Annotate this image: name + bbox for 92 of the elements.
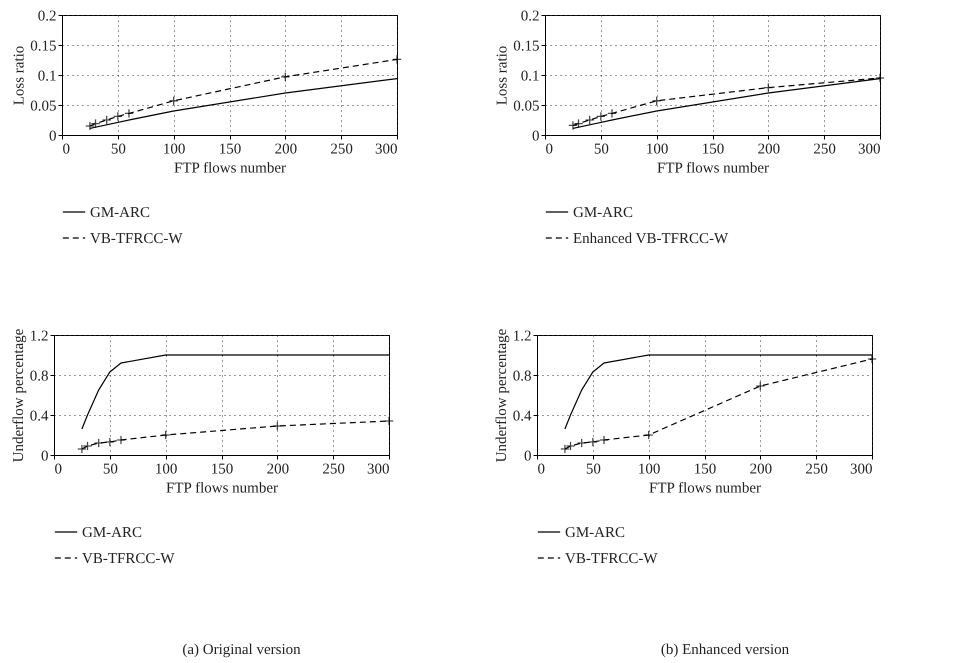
y-tick-label: 1.2 bbox=[512, 328, 532, 344]
point bbox=[102, 115, 112, 125]
point bbox=[280, 72, 290, 82]
x-axis-title: FTP flows number bbox=[649, 480, 761, 496]
y-axis-title: Loss ratio bbox=[494, 46, 510, 106]
point bbox=[566, 441, 576, 451]
point bbox=[77, 444, 87, 454]
x-tick-label: 250 bbox=[805, 462, 828, 478]
x-tick-label: 50 bbox=[102, 462, 118, 478]
x-tick-label: 300 bbox=[850, 462, 872, 478]
legend-label: GM-ARC bbox=[565, 525, 626, 541]
x-tick-label: 100 bbox=[646, 142, 668, 158]
y-tick-label: 0 bbox=[41, 448, 48, 464]
y-tick-label: 0.4 bbox=[512, 408, 532, 424]
x-tick-label: 50 bbox=[594, 142, 609, 158]
y-tick-label: 0.4 bbox=[30, 408, 49, 424]
x-tick-label: 300 bbox=[858, 142, 880, 158]
x-tick-label: 100 bbox=[638, 462, 660, 478]
legend-label: VB-TFRCC-W bbox=[90, 231, 184, 247]
y-tick-label: 0 bbox=[49, 128, 56, 144]
x-tick-label: 50 bbox=[110, 142, 126, 158]
point bbox=[113, 112, 123, 122]
x-tick-label: 250 bbox=[322, 462, 345, 478]
x-tick-label: 200 bbox=[266, 462, 290, 478]
y-axis-title: Loss ratio bbox=[11, 46, 28, 106]
x-tick-label: 150 bbox=[702, 142, 724, 158]
point bbox=[82, 441, 92, 451]
x-tick-label: 50 bbox=[586, 462, 601, 478]
point bbox=[116, 435, 126, 445]
text: (a) Original version bbox=[181, 642, 302, 659]
y-tick-label: 0 bbox=[524, 448, 532, 464]
point bbox=[875, 73, 885, 83]
point bbox=[599, 435, 609, 445]
x-axis-title: FTP flows number bbox=[657, 160, 769, 176]
y-tick-label: 0.2 bbox=[38, 8, 56, 24]
y-tick-label: 0.2 bbox=[520, 8, 540, 24]
x-tick-label: 0 bbox=[62, 142, 70, 158]
point bbox=[596, 112, 606, 122]
point bbox=[764, 82, 774, 92]
x-tick-label: 200 bbox=[274, 142, 298, 158]
point bbox=[574, 118, 584, 128]
y-tick-label: 0.15 bbox=[30, 38, 56, 54]
y-tick-label: 1.2 bbox=[30, 328, 48, 344]
y-tick-label: 0.05 bbox=[30, 98, 56, 114]
x-tick-label: 100 bbox=[162, 142, 186, 158]
y-axis-title: Underflow percentage bbox=[10, 328, 27, 462]
x-tick-label: 150 bbox=[694, 462, 716, 478]
x-tick-label: 250 bbox=[813, 142, 836, 158]
legend-label: VB-TFRCC-W bbox=[82, 551, 176, 567]
point bbox=[756, 381, 766, 391]
point bbox=[160, 430, 170, 440]
x-tick-label: 150 bbox=[218, 142, 242, 158]
point bbox=[272, 421, 282, 431]
point bbox=[105, 437, 115, 447]
text: (b) Enhanced version bbox=[660, 642, 790, 659]
legend-label: Enhanced VB-TFRCC-W bbox=[573, 231, 729, 247]
point bbox=[652, 96, 662, 106]
x-tick-label: 200 bbox=[758, 142, 780, 158]
point bbox=[90, 118, 100, 128]
point bbox=[94, 438, 104, 448]
point bbox=[867, 354, 877, 364]
y-tick-label: 0.05 bbox=[513, 98, 540, 114]
point bbox=[644, 430, 654, 440]
legend-label: GM-ARC bbox=[90, 205, 150, 221]
point bbox=[576, 438, 586, 448]
y-tick-label: 0.15 bbox=[513, 38, 540, 54]
point bbox=[588, 437, 598, 447]
point bbox=[168, 96, 178, 106]
x-tick-label: 250 bbox=[330, 142, 353, 158]
y-tick-label: 0.8 bbox=[30, 368, 48, 384]
y-axis-title: Underflow percentage bbox=[494, 328, 510, 462]
point bbox=[560, 444, 570, 454]
legend-label: GM-ARC bbox=[82, 525, 142, 541]
y-tick-label: 0 bbox=[532, 128, 540, 144]
point bbox=[384, 416, 394, 426]
legend-label: GM-ARC bbox=[573, 205, 634, 221]
legend-label: VB-TFRCC-W bbox=[565, 551, 658, 567]
y-tick-label: 0.1 bbox=[520, 68, 540, 84]
x-axis-title: FTP flows number bbox=[166, 480, 278, 496]
y-tick-label: 0.1 bbox=[38, 68, 56, 84]
x-tick-label: 200 bbox=[750, 462, 772, 478]
x-axis-title: FTP flows number bbox=[174, 160, 286, 176]
point bbox=[392, 54, 402, 64]
x-tick-label: 100 bbox=[154, 462, 178, 478]
x-tick-label: 0 bbox=[546, 142, 553, 158]
x-tick-label: 150 bbox=[210, 462, 234, 478]
point bbox=[124, 108, 134, 118]
x-tick-label: 300 bbox=[367, 462, 390, 478]
point bbox=[584, 115, 594, 125]
x-tick-label: 300 bbox=[375, 142, 398, 158]
y-tick-label: 0.8 bbox=[512, 368, 532, 384]
point bbox=[607, 108, 617, 118]
